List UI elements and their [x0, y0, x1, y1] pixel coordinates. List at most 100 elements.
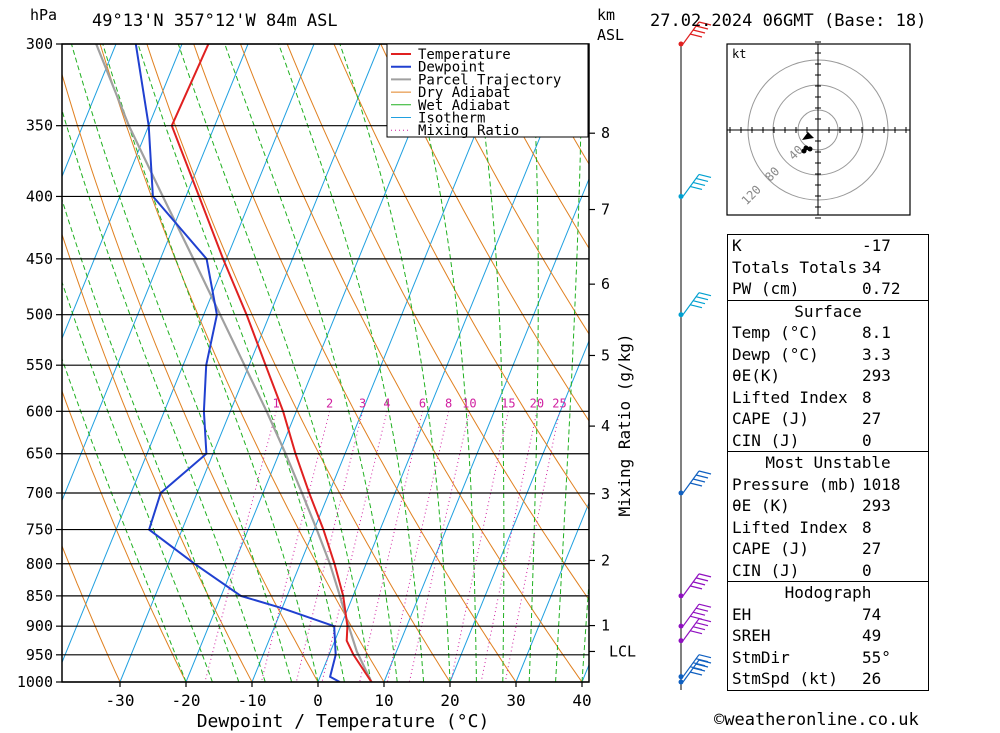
wet-adiabat-line: [224, 44, 398, 682]
wind-barb-flag: [689, 185, 703, 191]
mixing-ratio-line: [450, 411, 509, 682]
isotherm-line: [185, 44, 447, 682]
wind-barb-flag: [695, 25, 709, 30]
hodo-value: 74: [862, 604, 882, 624]
copyright-footer[interactable]: ©weatheronline.co.uk: [714, 710, 919, 730]
wind-barb-flag: [692, 181, 706, 187]
lcl-label: LCL: [609, 642, 636, 660]
x-axis-label: Dewpoint / Temperature (°C): [197, 711, 490, 732]
mu-value: 0: [862, 560, 872, 580]
dry-adiabat-line: [62, 544, 121, 682]
mu-row: CAPE (J) 27: [728, 538, 928, 560]
wind-barb-flag: [695, 658, 709, 663]
surface-row: Temp (°C) 8.1: [728, 322, 928, 344]
dry-adiabat-line: [473, 44, 589, 250]
x-tick-label: 30: [506, 691, 525, 710]
isotherm-line: [62, 44, 315, 664]
dry-adiabat-line: [380, 44, 589, 422]
surface-label: CIN (J): [732, 430, 800, 450]
mu-row: Lifted Index 8: [728, 517, 928, 539]
mu-row: θE (K) 293: [728, 495, 928, 517]
index-label: Totals Totals: [732, 257, 858, 277]
wet-adiabat-line: [137, 44, 345, 682]
mu-label: CIN (J): [732, 560, 800, 580]
x-tick-label: 0: [313, 691, 323, 710]
location-title: 49°13'N 357°12'W 84m ASL: [92, 11, 338, 31]
wind-barb-flag: [692, 478, 706, 483]
wind-barb-flag: [698, 603, 712, 608]
surface-value: 0: [862, 430, 872, 450]
index-row-totals: Totals Totals 34: [728, 257, 928, 279]
mu-value: 1018: [862, 474, 901, 494]
wind-barb-shaft: [682, 292, 700, 316]
wind-barb-flag: [695, 607, 709, 612]
isotherm-line: [317, 44, 579, 682]
surface-value: 27: [862, 409, 882, 428]
km-tick-label: 3: [601, 485, 610, 503]
wind-barb-flag: [695, 296, 709, 301]
wind-barb: [682, 573, 712, 597]
mu-row: CIN (J) 0: [728, 560, 928, 582]
wind-barb-flag: [692, 626, 706, 631]
pressure-tick-label: 600: [26, 402, 53, 420]
legend-entry: Parcel Trajectory: [418, 72, 561, 88]
index-label: K: [732, 236, 742, 255]
km-tick-label: 5: [601, 346, 610, 364]
wet-adiabat-line: [555, 44, 583, 682]
pressure-tick-label: 950: [26, 646, 53, 664]
mixing-ratio-label: 15: [501, 396, 515, 410]
hodo-row: StmDir 55°: [728, 647, 928, 669]
km-tick-label: 2: [601, 551, 610, 569]
mu-row: Pressure (mb) 1018: [728, 474, 928, 496]
surface-row: θE(K) 293: [728, 365, 928, 387]
mixing-ratio-label: 2: [326, 396, 333, 410]
mixing-ratio-label: 20: [530, 396, 544, 410]
dry-adiabat-line: [193, 44, 517, 682]
mixing-ratio-label: 8: [445, 396, 452, 410]
wind-barb-flag: [689, 671, 703, 676]
wind-barb-flag: [698, 470, 712, 475]
isotherm-line: [62, 44, 117, 178]
surface-value: 293: [862, 366, 891, 385]
wind-barb-flag: [692, 581, 706, 586]
x-tick-label: -20: [172, 691, 201, 710]
height-ref-label: ASL: [597, 26, 625, 44]
mixing-ratio-label: 10: [462, 396, 476, 410]
x-tick-label: -10: [238, 691, 267, 710]
wind-barb-flag: [689, 615, 703, 620]
index-value: 34: [862, 257, 882, 277]
wet-adiabat-line: [581, 575, 589, 682]
pressure-tick-label: 850: [26, 587, 53, 605]
pressure-tick-label: 550: [26, 356, 53, 374]
mu-label: Lifted Index: [732, 517, 848, 537]
pressure-tick-label: 500: [26, 306, 53, 324]
wind-barb-shaft: [682, 174, 700, 197]
mu-value: 27: [862, 539, 882, 558]
surface-row: CIN (J) 0: [728, 430, 928, 452]
hodograph-point: [807, 146, 813, 152]
pressure-tick-label: 350: [26, 117, 53, 135]
dry-adiabat-line: [240, 44, 583, 682]
wind-barb-flag: [689, 630, 703, 635]
wind-barb-dot: [678, 312, 684, 318]
wind-barb: [682, 654, 712, 678]
hodo-value: 26: [862, 669, 882, 688]
mixing-ratio-axis-label: Mixing Ratio (g/kg): [615, 333, 634, 516]
legend-entry: Wet Adiabat: [418, 98, 511, 114]
storm-motion-marker: [802, 132, 814, 140]
wind-barb-flag: [689, 585, 703, 590]
wind-barb: [682, 292, 712, 316]
wet-adiabat-line: [71, 44, 293, 682]
wind-barb: [682, 21, 712, 45]
wind-barb-flag: [695, 622, 709, 627]
surface-label: Temp (°C): [732, 323, 819, 342]
most-unstable-header: Most Unstable: [728, 451, 928, 474]
wind-barb-shaft: [682, 470, 700, 494]
wind-barb-flag: [692, 29, 706, 34]
surface-label: θE(K): [732, 366, 781, 385]
mixing-ratio-label: 25: [552, 396, 566, 410]
wet-adiabat-line: [102, 44, 319, 682]
pressure-tick-label: 650: [26, 445, 53, 463]
surface-value: 8: [862, 387, 872, 407]
dry-adiabat-line: [146, 44, 451, 682]
